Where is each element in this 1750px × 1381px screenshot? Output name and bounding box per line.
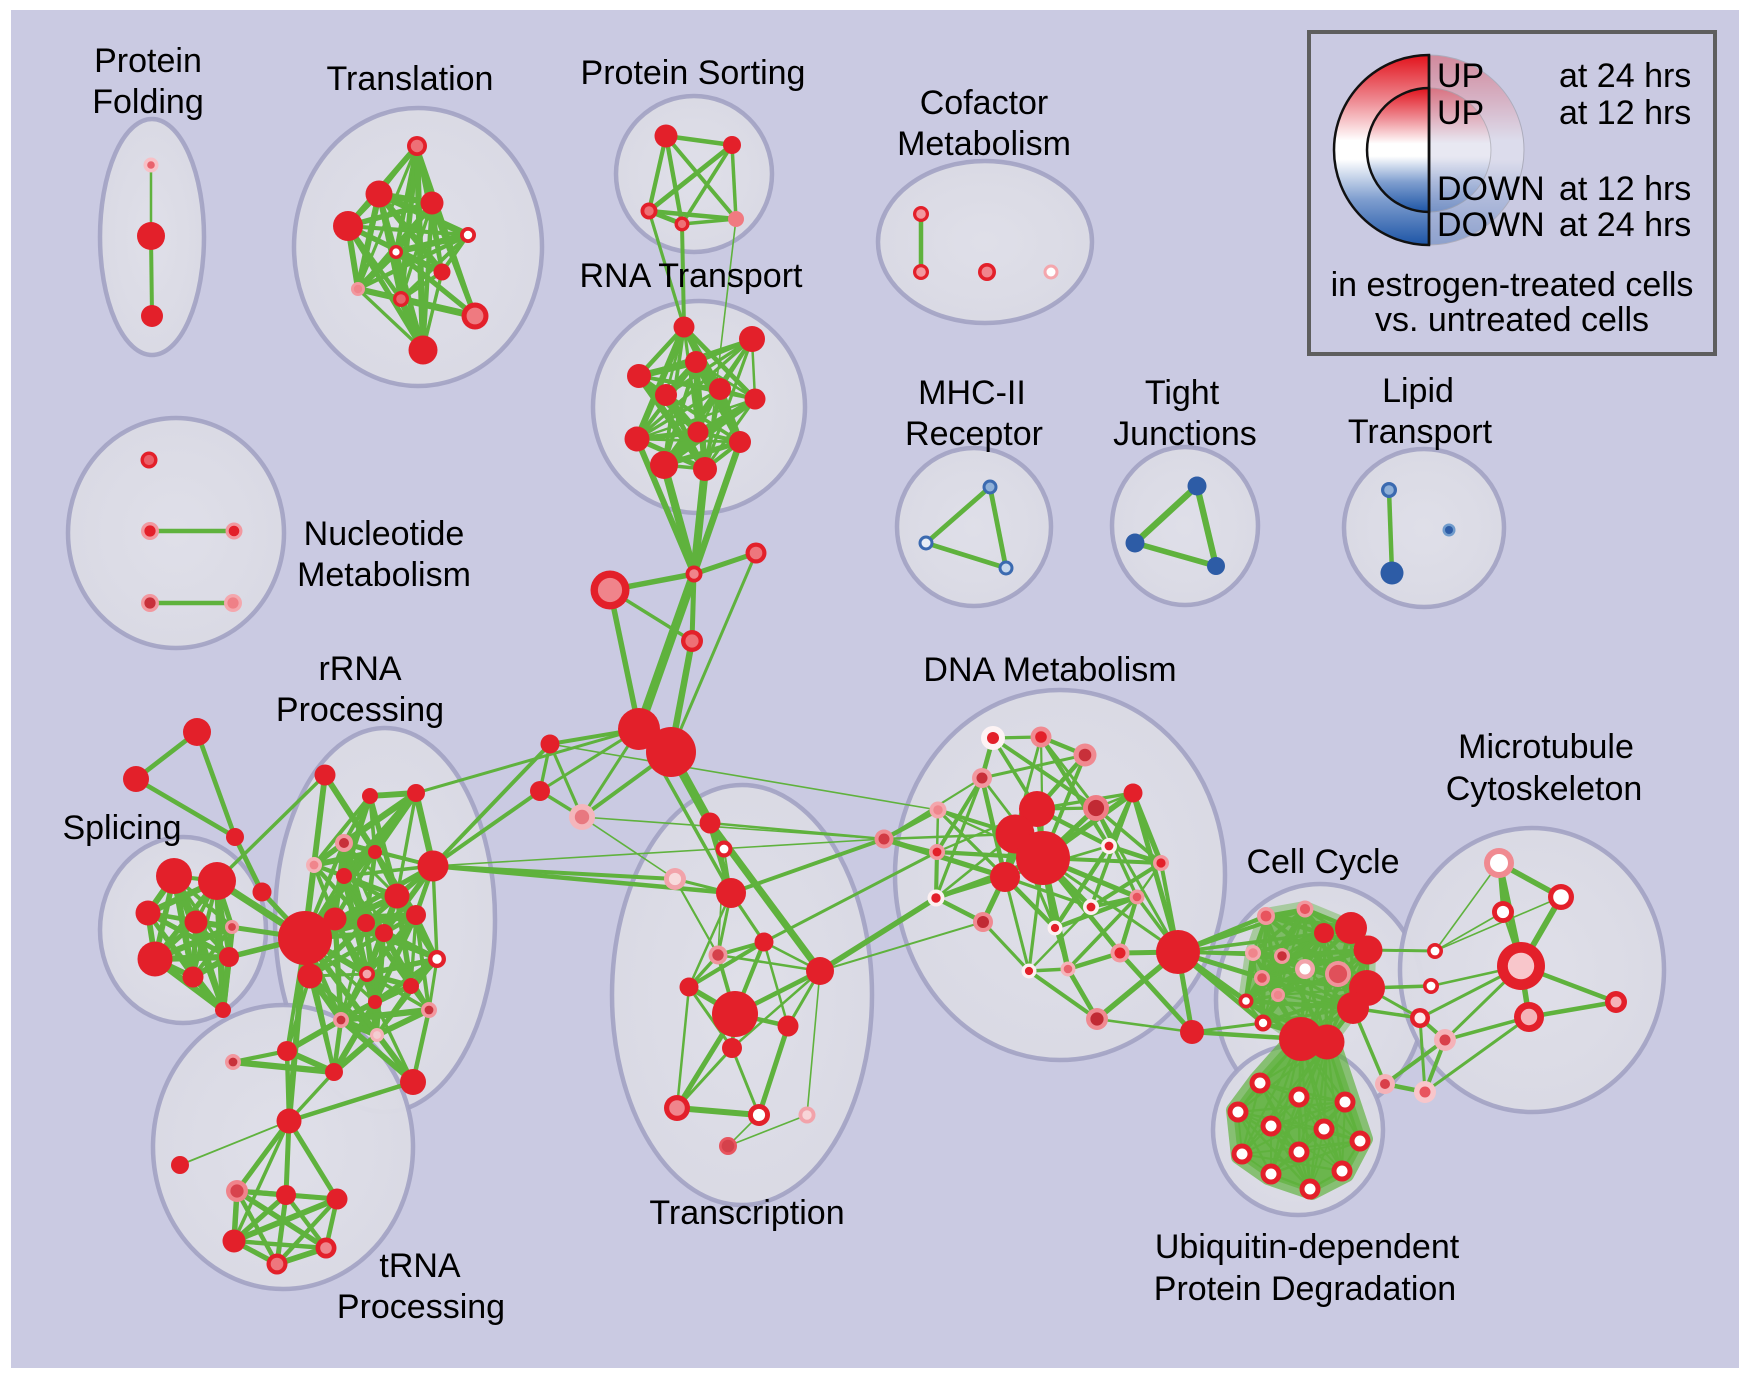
svg-text:at 24 hrs: at 24 hrs <box>1559 57 1691 95</box>
svg-text:Cofactor: Cofactor <box>920 84 1049 122</box>
svg-text:rRNA: rRNA <box>318 650 401 688</box>
svg-text:Transport: Transport <box>1348 413 1493 451</box>
svg-text:UP: UP <box>1437 57 1484 95</box>
svg-text:vs. untreated cells: vs. untreated cells <box>1375 301 1649 339</box>
svg-text:DOWN: DOWN <box>1437 170 1545 208</box>
svg-text:Transcription: Transcription <box>649 1194 844 1232</box>
svg-text:Processing: Processing <box>276 691 444 729</box>
svg-text:DNA Metabolism: DNA Metabolism <box>923 651 1176 689</box>
svg-text:UP: UP <box>1437 94 1484 132</box>
svg-text:Cell Cycle: Cell Cycle <box>1246 843 1399 881</box>
svg-text:Cytoskeleton: Cytoskeleton <box>1446 770 1643 808</box>
svg-text:at 12 hrs: at 12 hrs <box>1559 94 1691 132</box>
svg-text:Microtubule: Microtubule <box>1458 728 1634 766</box>
svg-text:in estrogen-treated cells: in estrogen-treated cells <box>1331 266 1694 304</box>
svg-text:at 12 hrs: at 12 hrs <box>1559 170 1691 208</box>
svg-text:Folding: Folding <box>92 83 204 121</box>
svg-text:Protein Sorting: Protein Sorting <box>581 54 806 92</box>
svg-text:MHC-II: MHC-II <box>918 374 1026 412</box>
svg-text:Protein Degradation: Protein Degradation <box>1154 1270 1456 1308</box>
svg-text:Processing: Processing <box>337 1288 505 1326</box>
svg-text:Metabolism: Metabolism <box>897 125 1071 163</box>
svg-text:Metabolism: Metabolism <box>297 556 471 594</box>
svg-text:at 24 hrs: at 24 hrs <box>1559 206 1691 244</box>
svg-text:Tight: Tight <box>1145 374 1220 412</box>
svg-text:RNA Transport: RNA Transport <box>580 257 804 295</box>
svg-text:Translation: Translation <box>327 60 494 98</box>
svg-text:Protein: Protein <box>94 42 202 80</box>
svg-text:Lipid: Lipid <box>1382 372 1454 410</box>
svg-text:tRNA: tRNA <box>379 1247 461 1285</box>
svg-text:Receptor: Receptor <box>905 415 1043 453</box>
svg-text:DOWN: DOWN <box>1437 206 1545 244</box>
svg-text:Splicing: Splicing <box>62 809 181 847</box>
svg-text:Ubiquitin-dependent: Ubiquitin-dependent <box>1155 1228 1460 1266</box>
svg-text:Nucleotide: Nucleotide <box>304 515 465 553</box>
svg-text:Junctions: Junctions <box>1113 415 1257 453</box>
